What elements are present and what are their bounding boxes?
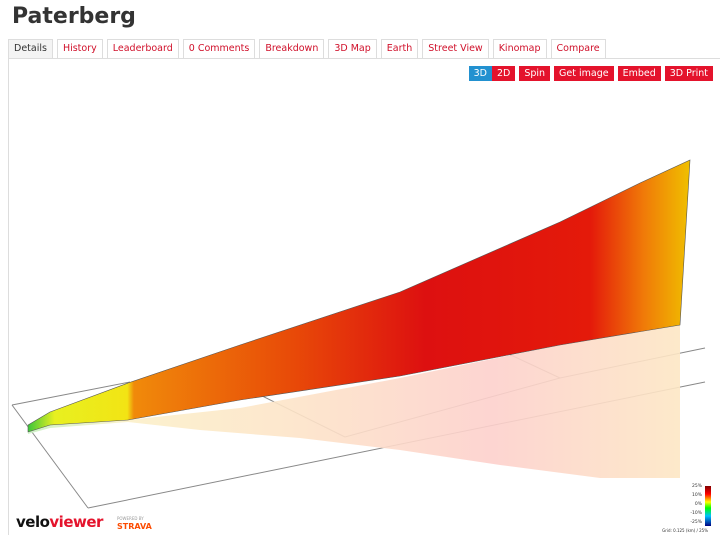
- toolbar-button[interactable]: Get image: [554, 66, 614, 81]
- toolbar: 3D 2D Spin Get image Embed 3D Print: [468, 66, 713, 81]
- logo: veloviewer: [16, 513, 103, 531]
- toolbar-button[interactable]: Embed: [617, 66, 661, 81]
- tab[interactable]: Details: [8, 39, 53, 58]
- tab[interactable]: 3D Map: [328, 39, 377, 58]
- legend-label: 25%: [691, 484, 702, 489]
- toolbar-button[interactable]: Spin: [519, 66, 551, 81]
- powered-by: POWERED BY: [117, 516, 144, 521]
- logo-velo: velo: [16, 513, 50, 531]
- legend-label: 10%: [691, 493, 702, 498]
- tab[interactable]: Street View: [422, 39, 489, 58]
- legend-label: 0%: [694, 502, 702, 507]
- toolbar-button[interactable]: 3D Print: [664, 66, 713, 81]
- tab[interactable]: Breakdown: [259, 39, 325, 58]
- profile-surface: [27, 159, 691, 433]
- profile-reflection: [28, 325, 680, 478]
- tab[interactable]: History: [56, 39, 103, 58]
- content-panel: [8, 58, 720, 535]
- tab[interactable]: Earth: [380, 39, 419, 58]
- tab[interactable]: Kinomap: [492, 39, 547, 58]
- tab[interactable]: Compare: [550, 39, 606, 58]
- legend-label: -10%: [690, 511, 702, 516]
- tab[interactable]: 0 Comments: [182, 39, 256, 58]
- toolbar-button[interactable]: 3D: [468, 66, 492, 81]
- legend-note: Grid: 0.125 (km) / 25%: [662, 528, 708, 533]
- page-title: Paterberg: [12, 4, 136, 29]
- strava-logo: STRAVA: [117, 522, 152, 531]
- logo-viewer: viewer: [49, 513, 103, 531]
- tab[interactable]: Leaderboard: [106, 39, 179, 58]
- tab-bar: Details History Leaderboard 0 Comments Break…: [8, 39, 606, 58]
- legend-label: -25%: [690, 520, 702, 525]
- toolbar-button[interactable]: 2D: [491, 66, 516, 81]
